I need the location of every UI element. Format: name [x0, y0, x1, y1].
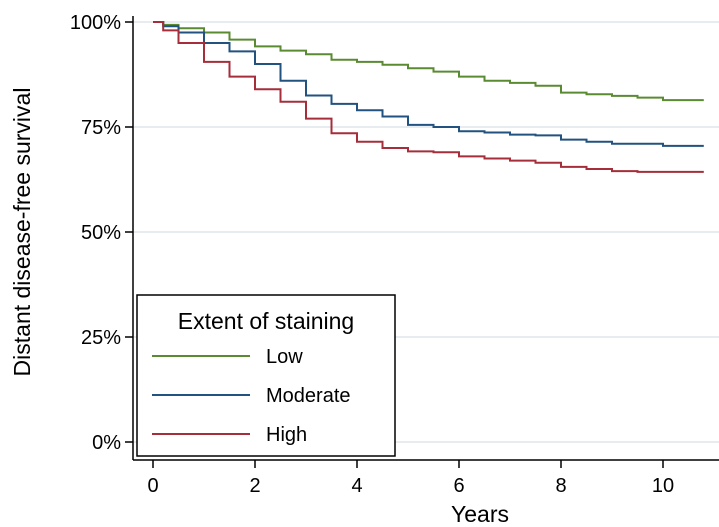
y-tick-label: 25% [81, 327, 121, 349]
x-tick-label: 8 [555, 475, 566, 497]
x-tick-label: 0 [147, 475, 158, 497]
y-tick-label: 100% [70, 12, 121, 34]
x-tick-label: 10 [652, 475, 674, 497]
legend-items: Low Moderate High [152, 346, 351, 446]
legend-label-moderate: Moderate [266, 385, 351, 407]
axes [132, 16, 719, 461]
x-tick-label: 4 [351, 475, 362, 497]
series-lines [153, 21, 704, 173]
y-tick-label: 75% [81, 117, 121, 139]
legend-title: Extent of staining [178, 308, 354, 334]
legend: Extent of staining Low Moderate High [136, 294, 396, 457]
legend-box [136, 294, 396, 457]
x-tick-label: 2 [249, 475, 260, 497]
y-axis-title: Distant disease-free survival [9, 88, 35, 377]
x-axis-title: Years [451, 501, 509, 527]
legend-label-low: Low [266, 346, 303, 368]
y-tick-label: 50% [81, 222, 121, 244]
y-tick-label: 0% [92, 432, 121, 454]
x-tick-label: 6 [453, 475, 464, 497]
series-line-high [153, 21, 704, 173]
ticks: 0% 25% 50% 75% 100% 0 2 4 6 8 10 [70, 12, 674, 497]
series-line-low [153, 21, 704, 102]
legend-label-high: High [266, 424, 307, 446]
series-line-moderate [153, 21, 704, 147]
